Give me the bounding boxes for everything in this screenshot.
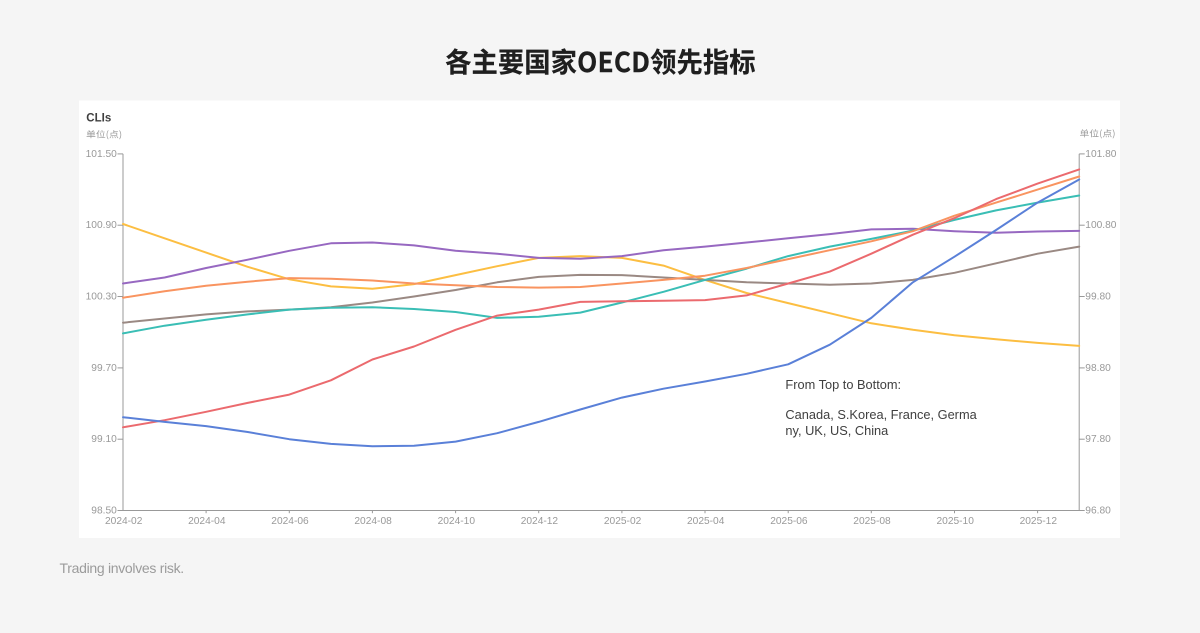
svg-text:2025-10: 2025-10 — [937, 516, 975, 527]
svg-text:2024-06: 2024-06 — [271, 516, 309, 527]
svg-text:2024-08: 2024-08 — [354, 516, 392, 527]
svg-text:Canada, S.Korea, France, Germa: Canada, S.Korea, France, Germa — [785, 407, 977, 422]
svg-text:2024-10: 2024-10 — [438, 516, 476, 527]
svg-text:99.80: 99.80 — [1085, 291, 1111, 302]
svg-text:2025-04: 2025-04 — [687, 516, 725, 527]
svg-text:101.80: 101.80 — [1085, 149, 1116, 160]
svg-text:99.70: 99.70 — [91, 363, 117, 374]
svg-text:From Top to Bottom:: From Top to Bottom: — [785, 377, 901, 392]
svg-text:2025-08: 2025-08 — [853, 516, 891, 527]
svg-text:ny, UK, US, China: ny, UK, US, China — [785, 423, 889, 438]
svg-text:CLIs: CLIs — [86, 112, 111, 124]
svg-text:100.90: 100.90 — [86, 220, 117, 231]
svg-text:2024-02: 2024-02 — [105, 516, 143, 527]
svg-text:99.10: 99.10 — [91, 434, 117, 445]
svg-text:97.80: 97.80 — [1085, 434, 1111, 445]
svg-text:101.50: 101.50 — [86, 149, 117, 160]
svg-text:100.30: 100.30 — [86, 291, 117, 302]
svg-text:100.80: 100.80 — [1085, 220, 1116, 231]
svg-text:98.80: 98.80 — [1085, 363, 1111, 374]
svg-text:Trading involves risk.: Trading involves risk. — [60, 560, 184, 576]
svg-text:98.50: 98.50 — [91, 505, 117, 516]
svg-text:2025-02: 2025-02 — [604, 516, 642, 527]
svg-text:96.80: 96.80 — [1085, 505, 1111, 516]
svg-text:2025-12: 2025-12 — [1020, 516, 1058, 527]
svg-text:2024-04: 2024-04 — [188, 516, 226, 527]
svg-text:2024-12: 2024-12 — [521, 516, 559, 527]
svg-text:2025-06: 2025-06 — [770, 516, 808, 527]
